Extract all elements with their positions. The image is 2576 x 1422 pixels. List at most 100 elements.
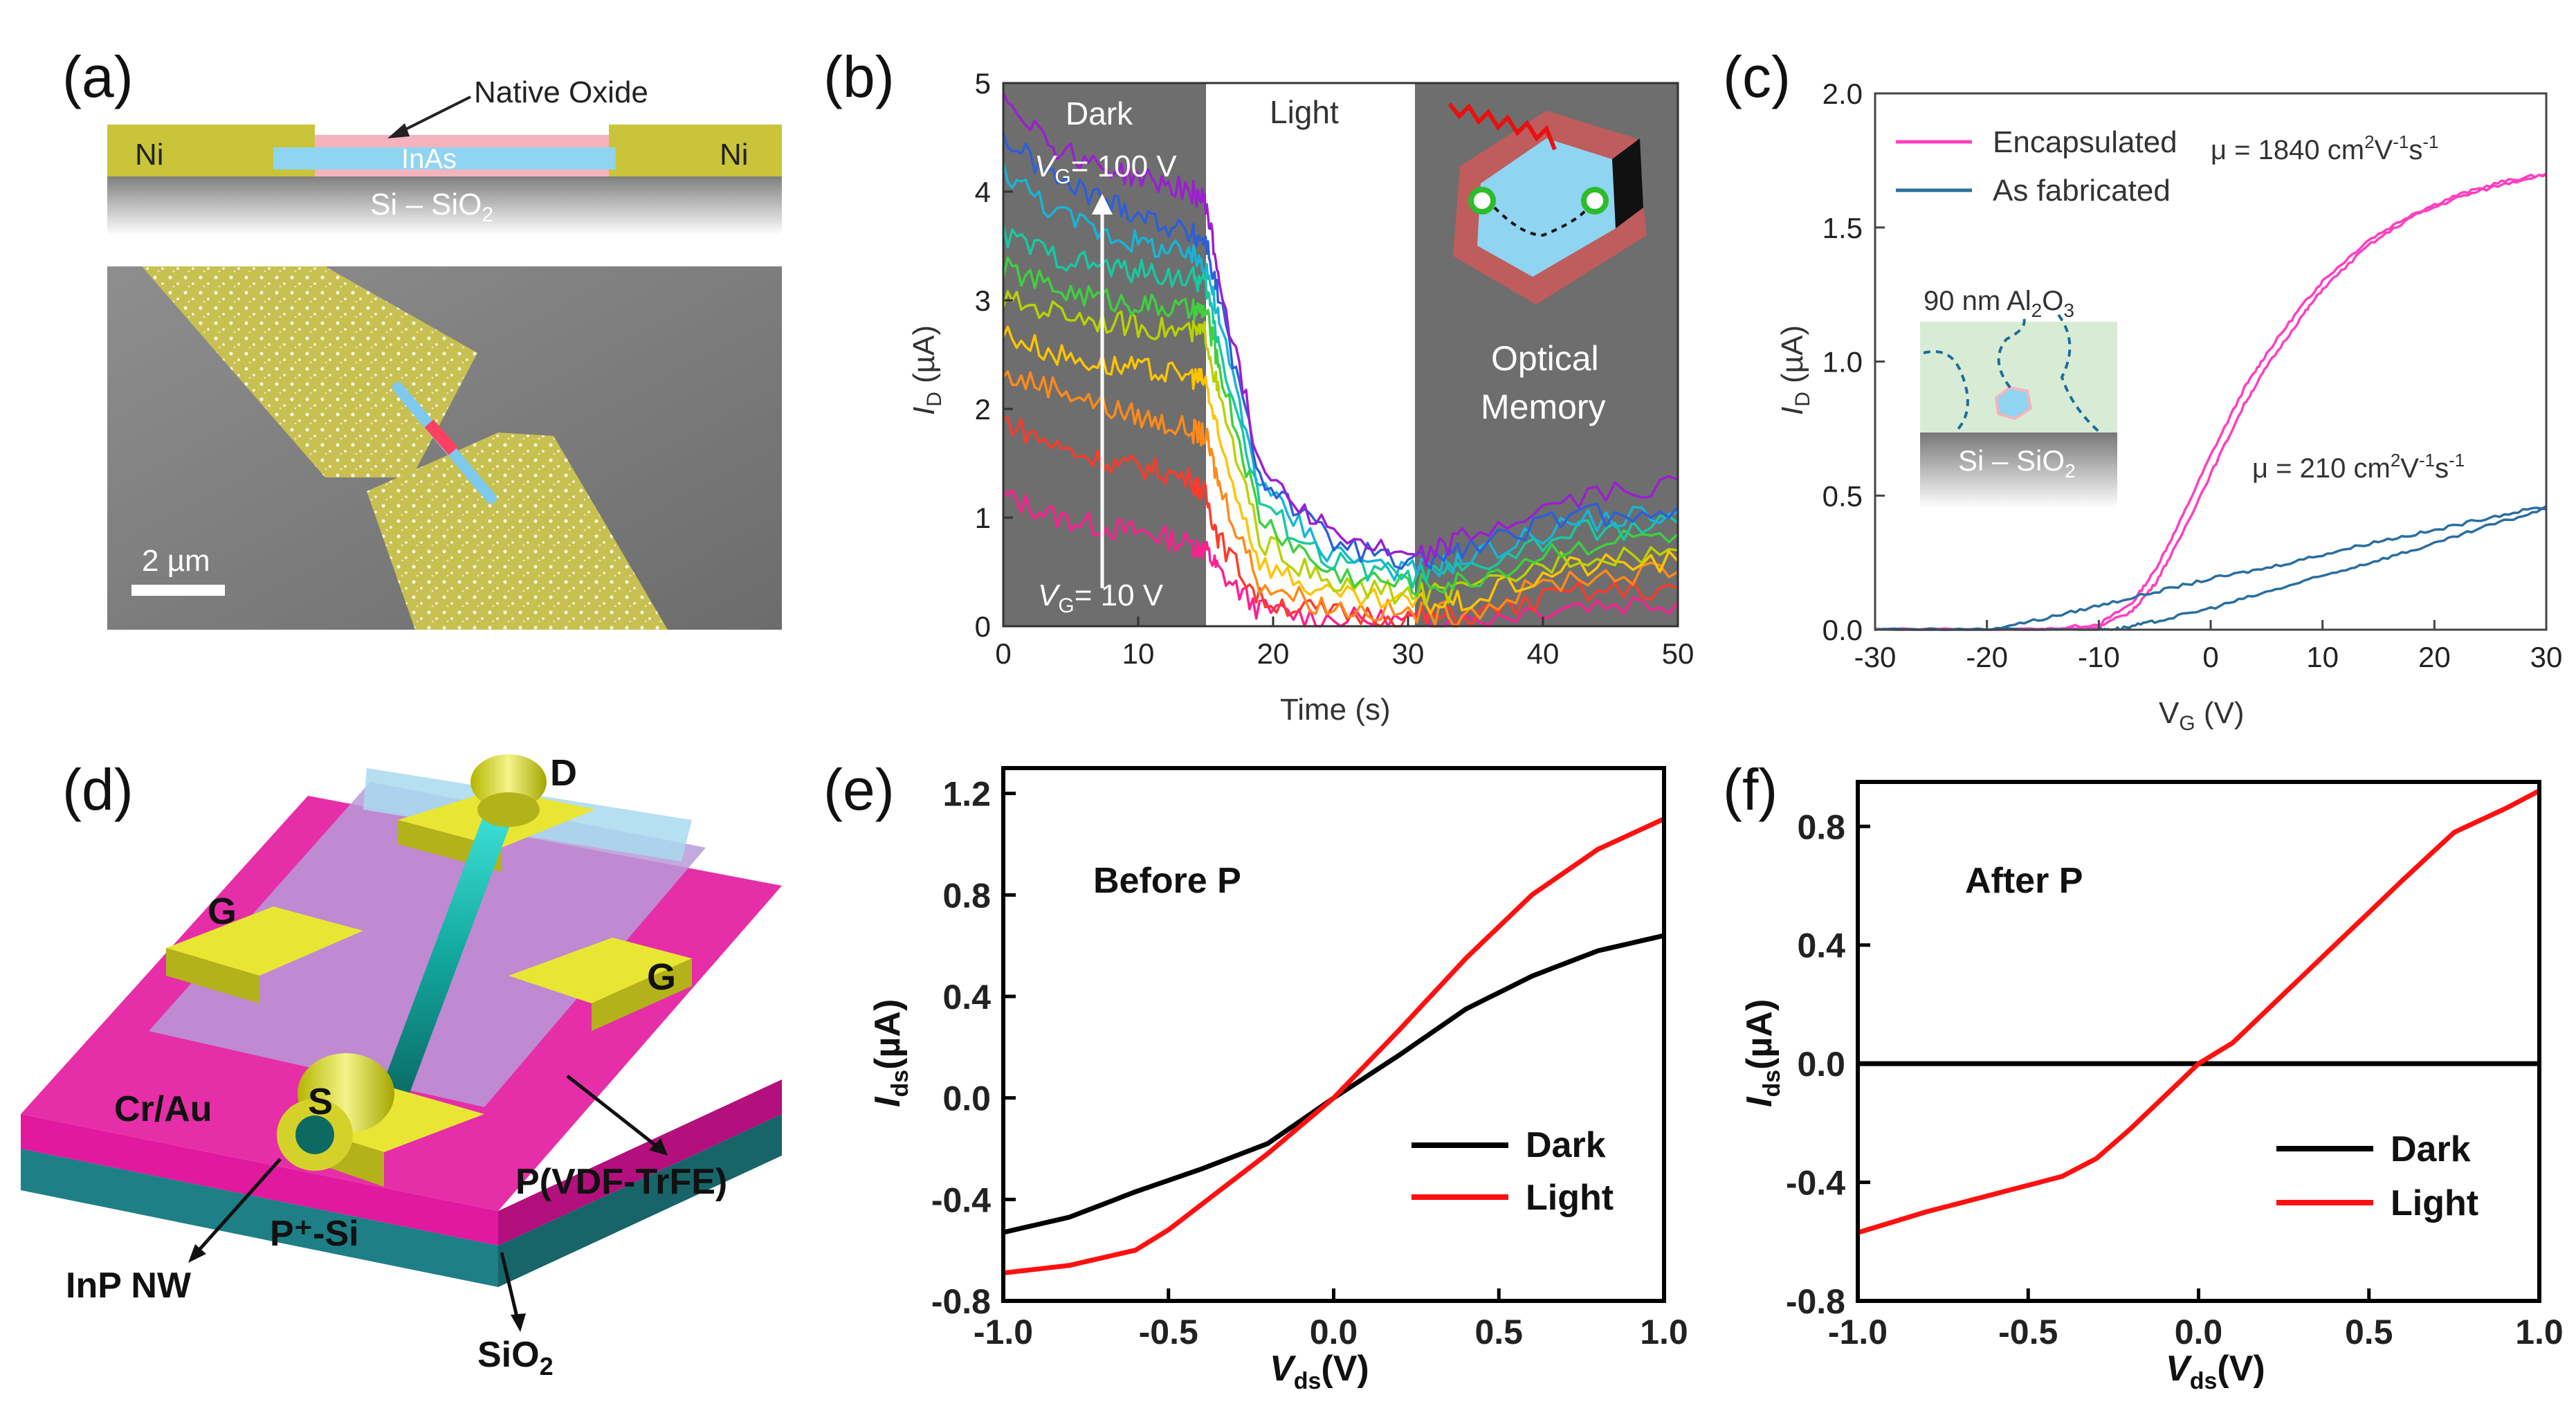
panel-f-label: (f) bbox=[1723, 757, 1778, 822]
contact-right bbox=[609, 125, 782, 176]
x-tick-label: 30 bbox=[1392, 637, 1425, 670]
inset-sio2 bbox=[1920, 432, 2117, 509]
ferro-arrow bbox=[566, 1075, 666, 1154]
callout-arrowhead bbox=[387, 123, 410, 138]
x-tick-label: -30 bbox=[1854, 641, 1897, 673]
y-tick-label: 2 bbox=[975, 393, 991, 426]
x-tick-label: 1.0 bbox=[2515, 1313, 2564, 1351]
y-tick-label: 0.8 bbox=[942, 876, 991, 915]
region-optical-label: Optical bbox=[1491, 339, 1599, 378]
drain-cylinder-end bbox=[477, 792, 540, 827]
ferro-label: P(VDF-TrFE) bbox=[515, 1162, 727, 1202]
legend-e-dark-label: Dark bbox=[1526, 1125, 1606, 1165]
panel-f: (f) After P Dark Light -1.0 -0.5 0.0 0.5 1.0… bbox=[1723, 757, 2564, 1394]
series-line-v-g-50-v bbox=[1002, 290, 1679, 606]
inset-photon bbox=[1447, 102, 1557, 151]
y-tick-label: 0.0 bbox=[942, 1079, 991, 1118]
panel-d: (d) D S G G Cr/Au P(VDF-TrFE) bbox=[21, 752, 782, 1380]
pdoped-slab-side-right bbox=[498, 1079, 782, 1246]
x-tick-label: 0.5 bbox=[2345, 1313, 2393, 1351]
y-tick-label: 0.4 bbox=[1797, 927, 1845, 965]
x-tick-label: 0.5 bbox=[1474, 1313, 1523, 1351]
plot-c-xlabel: VG (V) bbox=[2159, 696, 2245, 735]
x-tick-label: -1.0 bbox=[1828, 1313, 1888, 1351]
inset-tip bbox=[1612, 138, 1643, 228]
sio2-slab-side bbox=[21, 1149, 498, 1287]
legend-e-light-label: Light bbox=[1526, 1178, 1614, 1218]
x-tick-label: -10 bbox=[2078, 641, 2120, 673]
inset-dashed-left bbox=[1923, 350, 1969, 430]
x-tick-label: -0.5 bbox=[1139, 1313, 1198, 1351]
nanowire-label: InAs bbox=[401, 144, 457, 174]
series-line-v-g-90-v bbox=[1002, 133, 1679, 570]
plot-f-ylabel: Ids(µA) bbox=[1739, 999, 1785, 1107]
sio2-slab-side-right bbox=[498, 1114, 782, 1287]
substrate-label: Si – SiO2 bbox=[370, 188, 493, 226]
x-tick-label: 50 bbox=[1662, 637, 1695, 670]
contact-left-label: Ni bbox=[135, 138, 164, 172]
contact-right-label: Ni bbox=[720, 138, 749, 172]
y-tick-label: 4 bbox=[975, 176, 991, 208]
substrate-layer bbox=[107, 173, 782, 235]
y-tick-label: 2.0 bbox=[1823, 78, 1863, 110]
plot-b-xlabel: Time (s) bbox=[1280, 693, 1391, 727]
y-tick-label: 0.0 bbox=[1797, 1045, 1845, 1084]
oxide-arrow bbox=[500, 1252, 521, 1326]
legend-encapsulated-label: Encapsulated bbox=[1993, 125, 2177, 159]
x-tick-label: 1.0 bbox=[1640, 1313, 1688, 1351]
scalebar bbox=[131, 585, 225, 596]
oxide-callout: Native Oxide bbox=[474, 75, 648, 109]
nanowire-d-label: InP NW bbox=[66, 1266, 192, 1306]
y-tick-label: 1.0 bbox=[1823, 346, 1863, 379]
inas-nanowire bbox=[273, 147, 616, 170]
x-tick-label: 0.0 bbox=[2175, 1313, 2223, 1351]
plot-b-frame bbox=[1002, 82, 1679, 628]
x-tick-label: 0.0 bbox=[1310, 1313, 1358, 1351]
plot-e-ylabel: Ids(µA) bbox=[868, 999, 913, 1107]
source-label: S bbox=[308, 1081, 333, 1122]
y-tick-label: -0.4 bbox=[1786, 1164, 1845, 1203]
y-tick-label: 1 bbox=[975, 502, 991, 534]
panel-a: (a) Ni Ni InAs Si – SiO2 Native Oxide 2 … bbox=[62, 44, 782, 630]
drain-cylinder bbox=[471, 754, 547, 810]
legend-f-light-label: Light bbox=[2391, 1183, 2478, 1223]
nanowire-body bbox=[381, 813, 512, 1097]
series-line-encapsulated-forward- bbox=[1874, 172, 2547, 631]
inset-dashed-right bbox=[2057, 313, 2101, 434]
callout-arrow bbox=[394, 95, 471, 136]
inset-dashed-mid bbox=[1997, 318, 2026, 389]
source-nanowire-end bbox=[295, 1115, 334, 1154]
y-tick-label: 1.2 bbox=[942, 775, 991, 814]
gate-left bbox=[166, 906, 363, 976]
region-memory-label: Memory bbox=[1481, 388, 1606, 426]
y-tick-label: 0.5 bbox=[1823, 480, 1863, 512]
nanowire-arrow bbox=[192, 1158, 282, 1257]
panel-b-label: (b) bbox=[823, 44, 895, 109]
contact-label: Cr/Au bbox=[114, 1089, 212, 1129]
series-line-light bbox=[1856, 788, 2541, 1235]
gate-right-side bbox=[592, 958, 692, 1031]
vg-top-label: VG= 100 V bbox=[1034, 149, 1177, 188]
panel-e-label: (e) bbox=[823, 757, 895, 822]
x-tick-label: -1.0 bbox=[974, 1313, 1033, 1351]
y-tick-label: 0.0 bbox=[1823, 614, 1863, 646]
inset-al2o3-label: 90 nm Al2O3 bbox=[1924, 286, 2074, 321]
x-tick-label: 0 bbox=[2202, 641, 2218, 673]
scalebar-label: 2 µm bbox=[142, 544, 210, 578]
ferro-layer bbox=[149, 782, 706, 1107]
x-tick-label: 0 bbox=[995, 637, 1011, 670]
series-line-v-g-70-v bbox=[1002, 224, 1679, 589]
series-line-as-fabricated-forward- bbox=[1874, 505, 2547, 631]
x-tick-label: 10 bbox=[2306, 641, 2339, 673]
oxide-d-label: SiO2 bbox=[477, 1335, 554, 1380]
x-tick-label: 10 bbox=[1122, 637, 1155, 670]
y-tick-label: 0.4 bbox=[942, 978, 991, 1017]
y-tick-label: -0.8 bbox=[931, 1282, 991, 1321]
oxide-arrowhead bbox=[511, 1313, 526, 1332]
optical-memory-inset bbox=[1447, 102, 1647, 304]
x-tick-label: 20 bbox=[1257, 637, 1290, 670]
substrate-d-label: P⁺-Si bbox=[270, 1214, 359, 1254]
y-tick-label: 1.5 bbox=[1823, 212, 1863, 244]
plot-e-title: Before P bbox=[1093, 861, 1241, 901]
